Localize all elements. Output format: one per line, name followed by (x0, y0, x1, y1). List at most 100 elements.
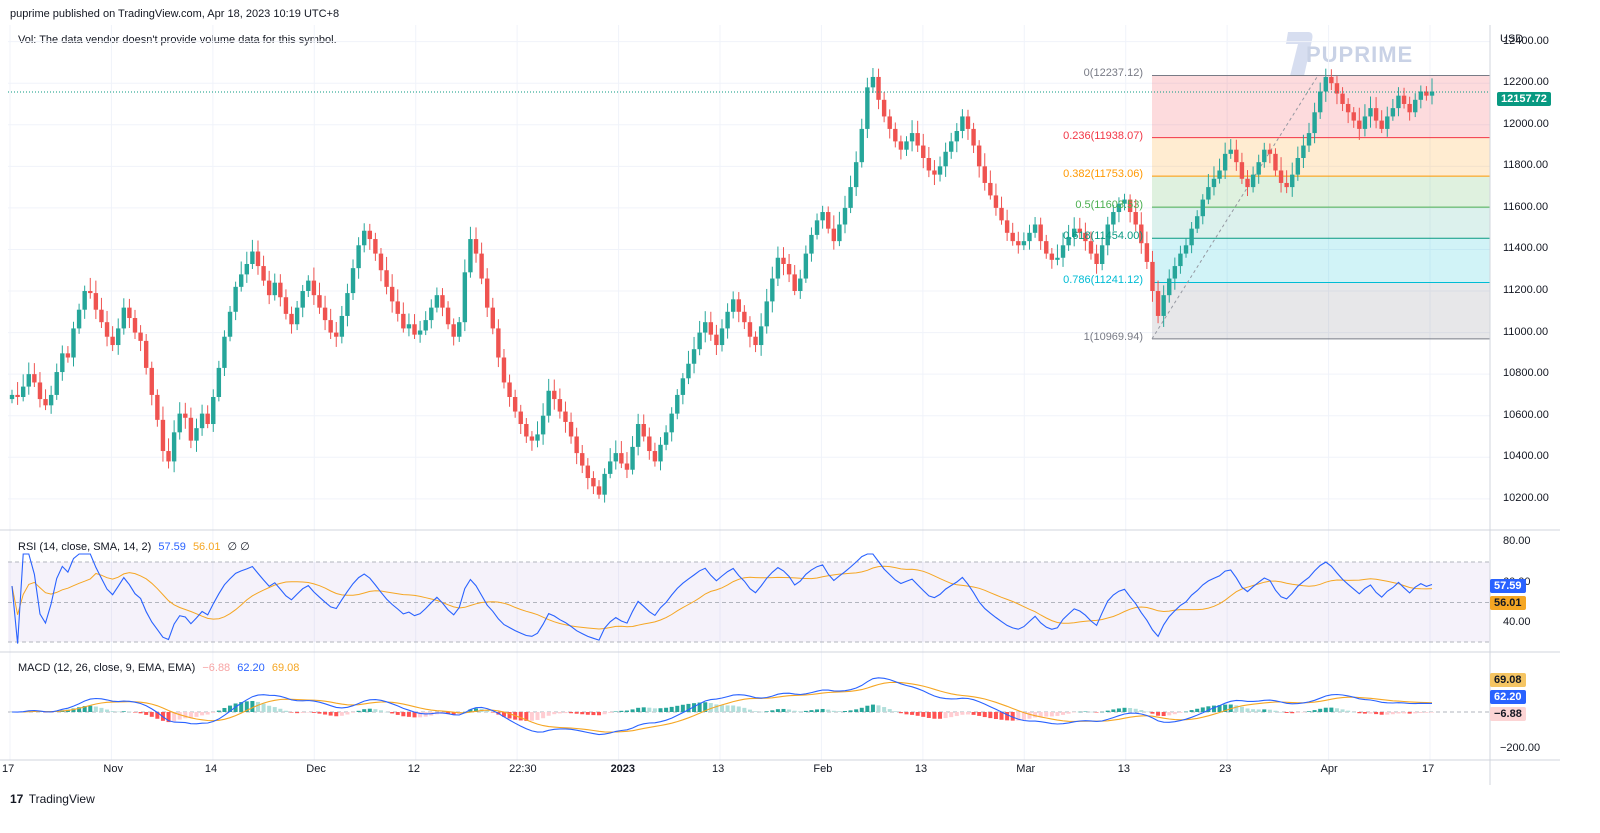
rsi-scale-lo: 40.00 (1503, 616, 1531, 628)
time-tick-label: Apr (1320, 763, 1338, 775)
macd-hist-bar (1407, 712, 1412, 714)
candle-body (194, 428, 199, 441)
macd-hist-bar (826, 709, 831, 712)
macd-hist-bar (317, 712, 322, 714)
candle-body (742, 311, 747, 323)
rsi-legend: RSI (14, close, SMA, 14, 2) 57.59 56.01 … (18, 540, 250, 553)
candle-body (1418, 91, 1424, 100)
candle-body (32, 374, 37, 383)
candle-body (451, 324, 456, 337)
macd-hist-bar (580, 712, 585, 715)
candle-body (188, 417, 194, 441)
candle-body (54, 372, 59, 395)
candle-body (613, 453, 618, 462)
macd-hist-bar (1295, 712, 1300, 713)
candle-body (1323, 76, 1328, 92)
macd-hist-bar (809, 710, 814, 712)
macd-hist-bar (328, 712, 333, 716)
macd-hist-bar (132, 712, 137, 713)
macd-hist-bar (446, 712, 451, 715)
macd-hist-bar (770, 710, 775, 712)
macd-hist-bar (1413, 712, 1418, 714)
price-tick-label: 12400.00 (1503, 34, 1549, 47)
candle-body (1167, 278, 1172, 296)
macd-hist-bar (1083, 711, 1088, 713)
candle-body (1301, 145, 1306, 159)
macd-hist-bar (792, 710, 797, 712)
candle-body (1088, 241, 1094, 254)
macd-hist-bar (172, 712, 177, 722)
macd-hist-bar (938, 712, 943, 719)
candle-body (479, 253, 484, 279)
macd-hist-bar (1111, 709, 1116, 712)
macd-hist-bar (1033, 712, 1038, 718)
macd-hist-bar (535, 712, 540, 720)
macd-hist-bar (664, 707, 669, 712)
macd-legend-name: MACD (12, 26, close, 9, EMA, EMA) (18, 662, 196, 674)
candle-body (121, 307, 127, 329)
candle-body (758, 326, 764, 346)
candle-body (1206, 187, 1211, 200)
macd-hist-bar (563, 712, 568, 714)
candle-body (1424, 91, 1429, 96)
candle-body (881, 99, 887, 117)
macd-hist-bar (602, 712, 607, 715)
macd-hist-bar (1189, 710, 1194, 712)
candle-body (1222, 153, 1228, 171)
candle-body (389, 286, 395, 302)
macd-hist-bar (1161, 712, 1166, 717)
macd-hist-bar (105, 709, 110, 712)
macd-hist-bar (1329, 707, 1334, 712)
macd-hist-bar (82, 706, 87, 712)
candle-body (1116, 203, 1122, 213)
candle-body (647, 436, 652, 452)
macd-hist-bar (988, 712, 993, 719)
macd-hist-tag: −6.88 (1490, 707, 1526, 721)
price-tick-label: 11400.00 (1503, 242, 1549, 255)
candle-body (155, 394, 160, 420)
candle-body (501, 357, 507, 383)
macd-hist-bar (518, 712, 523, 721)
candle-body (781, 257, 786, 264)
macd-hist-bar (887, 709, 892, 712)
macd-hist-bar (390, 712, 395, 714)
macd-hist-bar (1088, 711, 1093, 713)
price-tick-label: 11200.00 (1503, 284, 1549, 296)
candle-body (876, 76, 881, 100)
macd-hist-bar (630, 709, 635, 712)
rsi-line (11, 553, 1433, 644)
macd-hist-bar (915, 712, 920, 716)
candle-body (1077, 228, 1082, 233)
candle-body (457, 322, 462, 337)
candle-body (1055, 257, 1060, 260)
candle-body (1312, 112, 1317, 134)
candle-body (199, 413, 205, 429)
candle-body (283, 297, 289, 314)
macd-hist-bar (960, 712, 965, 715)
candle-body (641, 424, 646, 437)
candle-body (697, 332, 702, 350)
candle-body (596, 486, 602, 495)
macd-hist-bar (311, 712, 316, 713)
macd-hist-bar (378, 710, 383, 712)
candle-body (675, 394, 680, 414)
candle-body (529, 436, 535, 441)
candle-body (1234, 149, 1239, 163)
candle-body (1021, 241, 1027, 246)
candle-body (143, 340, 149, 368)
macd-hist-bar (703, 702, 708, 712)
candle-body (1144, 243, 1150, 262)
candle-body (848, 187, 853, 208)
macd-hist-bar (406, 712, 411, 717)
candle-body (736, 299, 741, 312)
macd-hist-bar (921, 712, 926, 717)
candle-body (540, 415, 546, 435)
macd-hist-bar (1267, 709, 1272, 712)
candle-body (166, 451, 171, 462)
candle-body (792, 274, 797, 292)
candle-body (15, 394, 20, 397)
macd-hist-bar (1239, 706, 1244, 712)
candle-body (775, 257, 781, 279)
macd-hist-bar (815, 709, 820, 712)
